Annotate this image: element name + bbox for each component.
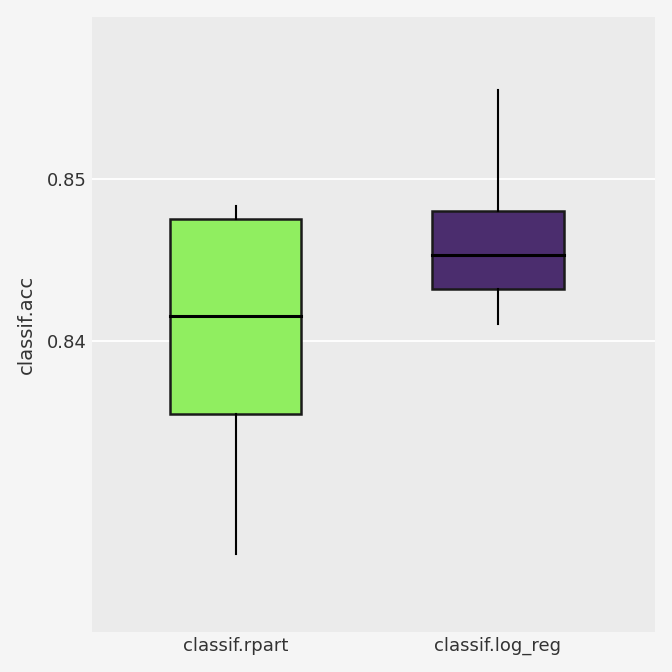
Bar xyxy=(432,211,564,289)
Y-axis label: classif.acc: classif.acc xyxy=(17,275,36,374)
Bar xyxy=(170,219,301,413)
